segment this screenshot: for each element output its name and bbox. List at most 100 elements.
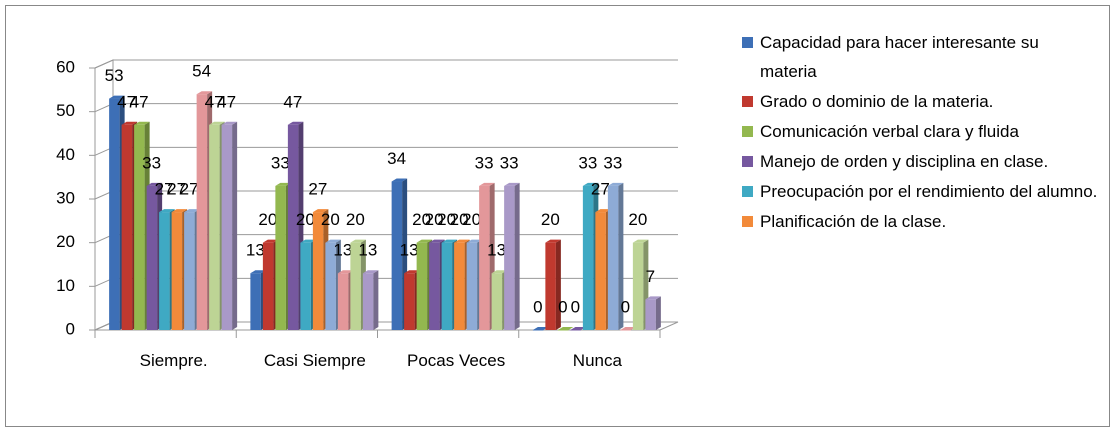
bar-front (134, 124, 145, 331)
bar-top (441, 239, 458, 243)
data-label: 33 (500, 153, 519, 172)
legend-swatch (742, 156, 753, 167)
data-label: 13 (333, 241, 352, 260)
bar-front (620, 330, 631, 331)
bar-front (159, 212, 170, 330)
bar-top (595, 209, 611, 213)
bar-front (570, 330, 581, 331)
bar-front (582, 185, 594, 330)
data-label: 54 (192, 62, 211, 81)
bar-top (466, 239, 483, 243)
bar-front (121, 124, 133, 331)
bar-front (466, 242, 478, 330)
bar-front (209, 124, 220, 331)
bar-front (557, 330, 569, 331)
y-tick-label: 10 (56, 276, 75, 295)
bar-top (134, 121, 150, 125)
bar-front (479, 185, 490, 330)
bar-top (287, 121, 304, 125)
grid-line (94, 59, 678, 69)
bar-front (645, 299, 656, 330)
bar (570, 327, 586, 331)
legend-item: Comunicación verbal clara y fluida (740, 117, 1100, 146)
legend-item: Planificación de la clase. (740, 207, 1100, 236)
y-tick-label: 20 (56, 232, 75, 251)
y-tick-label: 30 (56, 188, 75, 207)
legend-label: Grado o dominio de la materia. (760, 92, 994, 111)
bar (362, 270, 379, 330)
data-label: 53 (105, 66, 124, 85)
data-label: 20 (462, 210, 481, 229)
legend-item: Capacidad para hacer interesante su mate… (740, 28, 1100, 86)
data-label: 20 (412, 210, 431, 229)
bar-top (350, 239, 366, 243)
frame (5, 5, 1110, 427)
bar-top (416, 239, 433, 243)
bar-front (337, 273, 349, 330)
data-label: 20 (258, 210, 277, 229)
bar-top (362, 270, 379, 274)
grid-line (94, 103, 678, 113)
legend-item: Grado o dominio de la materia. (740, 87, 1100, 116)
data-label: 27 (308, 180, 327, 199)
bar-front (300, 242, 311, 330)
data-label: 47 (283, 92, 302, 111)
bar-top (532, 327, 549, 330)
bar-front (250, 273, 261, 330)
bar-top (312, 209, 329, 213)
data-label: 33 (578, 153, 597, 172)
bar (645, 296, 661, 330)
x-tick-label: Pocas Veces (406, 351, 506, 370)
data-label: 13 (400, 241, 419, 260)
legend-label: Planificación de la clase. (760, 212, 947, 231)
bar-front (362, 273, 374, 330)
data-label: 0 (621, 297, 630, 316)
bar (504, 182, 520, 330)
legend-swatch (742, 96, 753, 107)
data-label: 20 (450, 210, 469, 229)
data-label: 33 (142, 153, 161, 172)
bar-top (146, 182, 163, 186)
data-label: 20 (346, 210, 365, 229)
bar-front (275, 185, 286, 330)
data-label: 13 (358, 241, 377, 260)
data-label: 33 (271, 153, 290, 172)
bar-top (171, 209, 188, 213)
bar-side (514, 182, 520, 330)
bar-top (504, 182, 520, 186)
bar (532, 327, 549, 331)
data-label: 27 (180, 180, 199, 199)
x-tick-label: Siempre. (139, 351, 208, 370)
bar-front (532, 330, 544, 331)
bar-front (632, 242, 644, 330)
data-label: 33 (475, 153, 494, 172)
legend-swatch (742, 186, 753, 197)
bar-top (404, 270, 420, 274)
data-label: 47 (130, 92, 149, 111)
data-label: 13 (487, 241, 506, 260)
bar-front (504, 185, 515, 330)
legend-swatch (742, 216, 753, 227)
bar (545, 239, 561, 330)
data-label: 47 (205, 92, 224, 111)
bar-side (555, 239, 561, 330)
bar-top (391, 178, 408, 182)
data-label: 20 (437, 210, 456, 229)
bar-side (373, 270, 379, 330)
legend-label: Comunicación verbal clara y fluida (760, 122, 1019, 141)
data-label: 34 (387, 149, 406, 168)
legend-swatch (742, 126, 753, 137)
bar-front (196, 94, 208, 330)
data-label: 27 (167, 180, 186, 199)
bar-front (404, 273, 415, 330)
data-label: 47 (217, 92, 236, 111)
bar-top (109, 95, 125, 99)
x-tick-label: Nunca (572, 351, 622, 370)
bar-front (287, 124, 299, 331)
bar-front (312, 212, 324, 330)
bar-front (262, 242, 274, 330)
bar (620, 327, 636, 331)
bar (607, 182, 624, 330)
bar-top (209, 121, 225, 125)
